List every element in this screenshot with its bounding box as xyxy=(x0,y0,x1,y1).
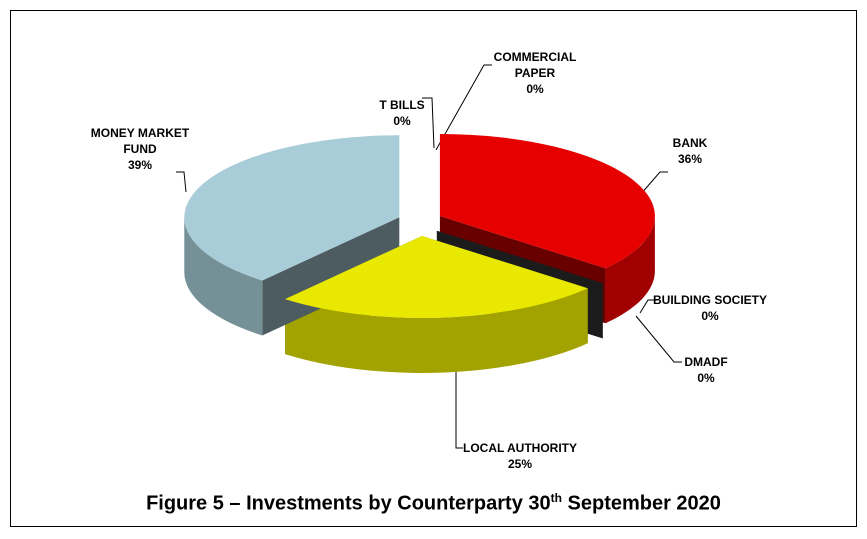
data-label: BUILDING SOCIETY 0% xyxy=(635,292,785,324)
label-category: T BILLS xyxy=(379,98,425,112)
leader-line xyxy=(639,299,658,314)
leader-line xyxy=(455,340,463,449)
data-label: MONEY MARKET FUND 39% xyxy=(85,125,195,173)
title-text: Figure 5 – Investments by Counterparty 3… xyxy=(146,492,551,515)
slice xyxy=(184,135,400,281)
label-value: 0% xyxy=(697,371,715,385)
label-value: 0% xyxy=(526,82,544,96)
slice xyxy=(439,134,655,269)
label-value: 39% xyxy=(127,158,153,172)
chart-title: Figure 5 – Investments by Counterparty 3… xyxy=(0,491,867,516)
leader-line xyxy=(422,97,435,149)
data-label: COMMERCIAL PAPER 0% xyxy=(485,49,585,97)
slice-tops xyxy=(184,134,655,318)
label-category: COMMERCIAL PAPER xyxy=(493,50,577,80)
slice xyxy=(285,235,588,318)
frame xyxy=(10,10,857,527)
label-value: 0% xyxy=(701,309,719,323)
leader-lines xyxy=(176,64,682,449)
data-label: T BILLS 0% xyxy=(362,97,442,129)
slice-side xyxy=(605,216,655,324)
leader-line xyxy=(176,171,187,193)
title-text: September 2020 xyxy=(561,492,721,515)
label-value: 25% xyxy=(507,457,533,471)
label-category: LOCAL AUTHORITY xyxy=(463,441,577,455)
label-value: 0% xyxy=(393,114,411,128)
slice-side xyxy=(184,217,263,336)
leader-line xyxy=(435,64,492,151)
leader-line xyxy=(639,171,668,196)
label-category: DMADF xyxy=(684,355,728,369)
title-superscript: th xyxy=(550,491,562,505)
label-category: BANK xyxy=(672,136,708,150)
slice-side xyxy=(285,288,588,373)
data-label: BANK 36% xyxy=(650,135,730,167)
label-category: BUILDING SOCIETY xyxy=(652,293,767,307)
label-value: 36% xyxy=(677,152,703,166)
slice-wall xyxy=(262,217,400,336)
label-category: MONEY MARKET FUND xyxy=(90,126,190,156)
leader-line xyxy=(635,315,682,363)
data-label: DMADF 0% xyxy=(666,354,746,386)
data-label: LOCAL AUTHORITY 25% xyxy=(445,440,595,472)
